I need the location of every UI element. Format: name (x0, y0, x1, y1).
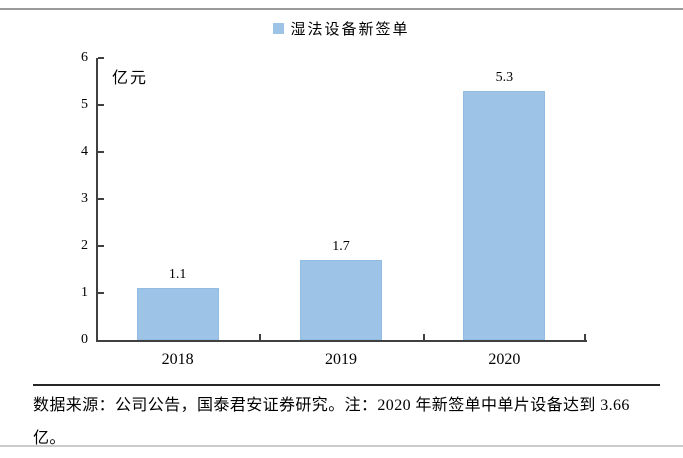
y-axis-tick-label: 2 (81, 238, 88, 253)
y-axis-tick (98, 151, 104, 153)
source-note: 数据来源：公司公告，国泰君安证券研究。注：2020 年新签单中单片设备达到 3.… (33, 397, 630, 447)
legend-label: 湿法设备新签单 (290, 22, 410, 38)
footnote-divider (33, 384, 660, 386)
bar-2018 (136, 288, 219, 340)
y-axis-tick-label: 5 (81, 97, 88, 112)
y-axis-tick (98, 104, 104, 106)
bar-2019 (300, 260, 382, 340)
bar-value-label: 1.1 (168, 267, 187, 283)
bottom-divider (0, 445, 683, 447)
y-axis-tick (98, 57, 104, 59)
bar-2020 (463, 90, 546, 340)
x-axis-category-label: 2018 (161, 351, 194, 368)
x-axis-category-label: 2020 (488, 351, 521, 368)
y-axis-tick-label: 1 (81, 285, 88, 300)
legend-swatch-icon (273, 23, 285, 34)
x-axis-line (96, 340, 587, 342)
y-axis-tick-label: 6 (81, 50, 88, 65)
x-axis-tick (422, 334, 425, 340)
y-axis-tick (98, 292, 104, 294)
y-axis-tick (98, 198, 104, 200)
y-axis-tick (98, 245, 104, 247)
y-axis-line (96, 58, 98, 342)
bar-value-label: 1.7 (332, 239, 350, 255)
x-axis-tick (259, 334, 262, 340)
x-axis-category-label: 2019 (325, 351, 357, 368)
bar-value-label: 5.3 (495, 69, 514, 85)
x-axis-tick (584, 334, 586, 340)
chart-legend: 湿法设备新签单 (0, 18, 683, 39)
y-axis-tick-label: 3 (81, 191, 88, 206)
y-axis-unit-label: 亿元 (112, 70, 149, 87)
y-axis-tick-label: 0 (81, 332, 88, 347)
y-axis-tick-label: 4 (81, 144, 88, 159)
top-divider (0, 8, 683, 10)
